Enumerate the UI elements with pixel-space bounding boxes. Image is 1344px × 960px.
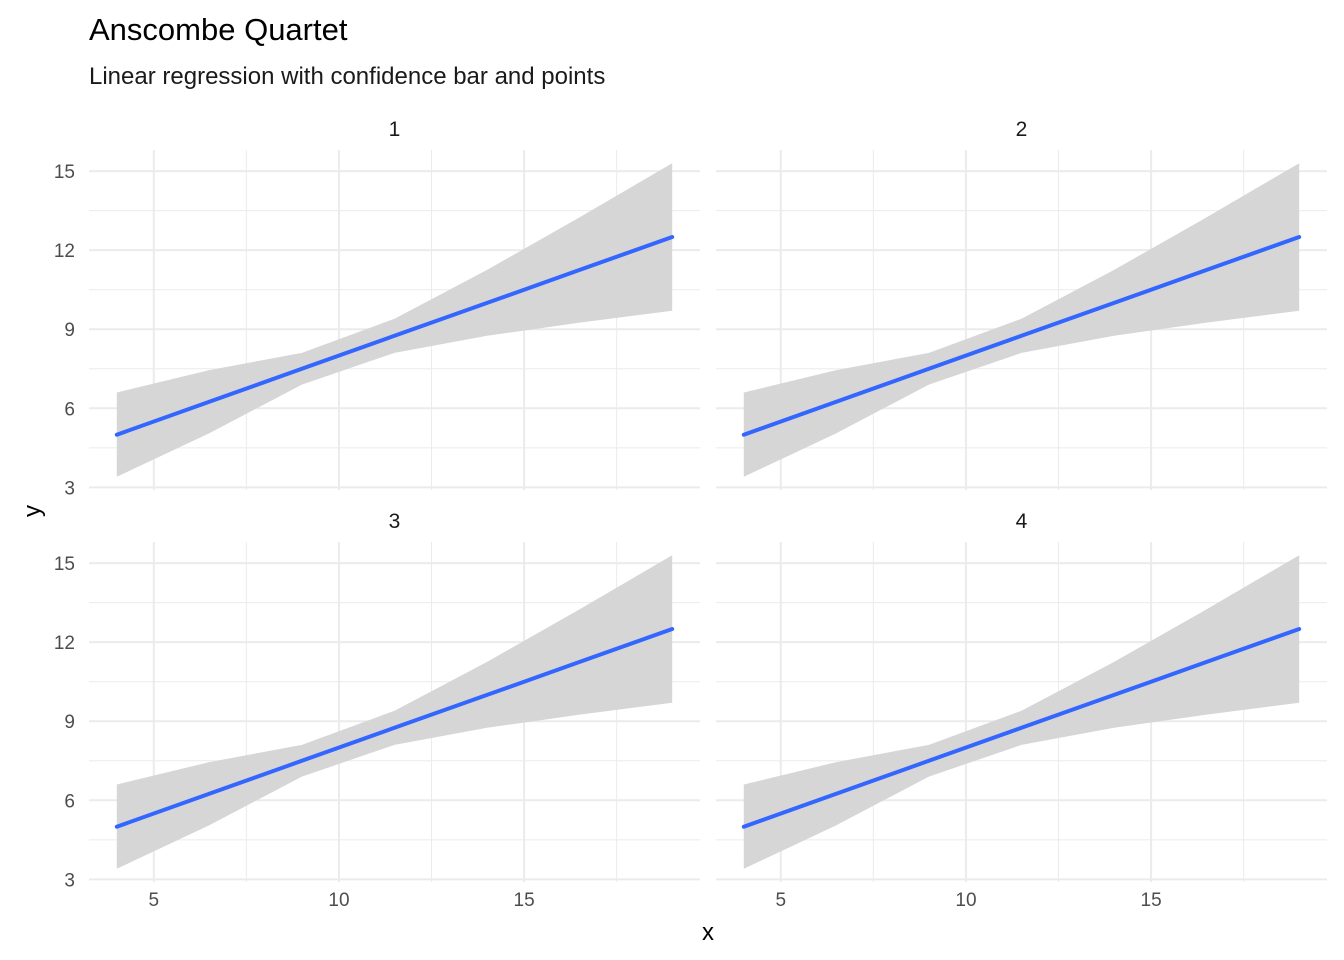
y-tick-label: 3 bbox=[64, 870, 75, 891]
confidence-band bbox=[116, 163, 673, 477]
y-axis-label: y bbox=[19, 505, 46, 517]
x-tick-label: 5 bbox=[776, 890, 787, 911]
y-tick-label: 3 bbox=[64, 478, 75, 499]
chart-subtitle: Linear regression with confidence bar an… bbox=[89, 63, 605, 90]
facet-panel-3: 3 3 6 9 12 15 5 10 15 bbox=[54, 510, 700, 911]
y-tick-label: 6 bbox=[64, 399, 75, 420]
facet-panels: 1 3 6 9 12 15 2 3 3 6 9 12 15 5 10 15 4 5 10 15 bbox=[54, 118, 1327, 911]
confidence-band bbox=[743, 163, 1300, 477]
y-tick-label: 15 bbox=[54, 162, 75, 183]
y-tick-label: 9 bbox=[64, 320, 75, 341]
facet-strip-label: 3 bbox=[389, 510, 401, 533]
confidence-band bbox=[116, 555, 673, 869]
x-tick-label: 5 bbox=[149, 890, 160, 911]
facet-strip-label: 1 bbox=[389, 118, 401, 141]
facet-panel-1: 1 3 6 9 12 15 bbox=[54, 118, 700, 499]
x-tick-label: 10 bbox=[955, 890, 976, 911]
regression-line bbox=[114, 627, 675, 829]
y-tick-label: 12 bbox=[54, 241, 75, 262]
facet-strip-label: 2 bbox=[1016, 118, 1028, 141]
y-tick-label: 9 bbox=[64, 712, 75, 733]
y-tick-label: 15 bbox=[54, 554, 75, 575]
y-tick-label: 6 bbox=[64, 791, 75, 812]
chart-title: Anscombe Quartet bbox=[89, 12, 348, 47]
facet-strip-label: 4 bbox=[1016, 510, 1028, 533]
confidence-band bbox=[743, 555, 1300, 869]
x-tick-label: 15 bbox=[514, 890, 535, 911]
x-axis-label: x bbox=[702, 919, 714, 946]
regression-line bbox=[114, 235, 675, 437]
x-tick-label: 15 bbox=[1141, 890, 1162, 911]
regression-line bbox=[741, 627, 1302, 829]
regression-line bbox=[741, 235, 1302, 437]
y-tick-label: 12 bbox=[54, 633, 75, 654]
facet-panel-2: 2 bbox=[716, 118, 1327, 490]
x-tick-label: 10 bbox=[328, 890, 349, 911]
facet-panel-4: 4 5 10 15 bbox=[716, 510, 1327, 911]
